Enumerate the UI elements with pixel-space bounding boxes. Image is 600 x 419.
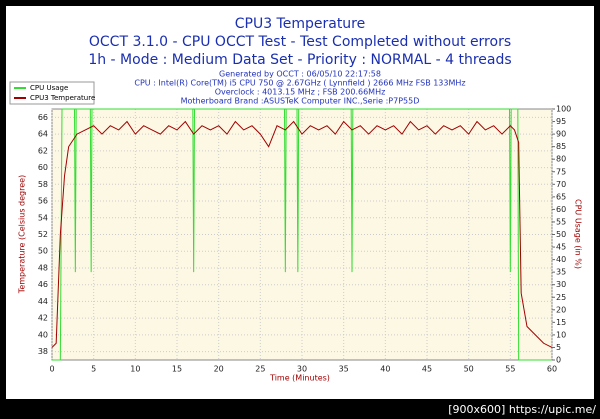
x-tick-label: 40 — [380, 365, 390, 374]
y-tick-label: 40 — [38, 330, 48, 339]
x-tick-label: 45 — [422, 365, 432, 374]
y2-tick-label: 25 — [556, 293, 566, 302]
y-tick-label: 38 — [38, 347, 48, 356]
x-axis-label: Time (Minutes) — [269, 374, 330, 383]
series-line — [51, 120, 553, 348]
y2-tick-label: 90 — [556, 130, 566, 139]
y2-tick-label: 15 — [556, 318, 566, 327]
y2-tick-label: 50 — [556, 230, 566, 239]
y-tick-label: 50 — [38, 247, 48, 256]
x-tick-label: 15 — [172, 365, 182, 374]
x-tick-label: 35 — [339, 365, 349, 374]
y-tick-label: 42 — [38, 314, 48, 323]
y2-axis-label: CPU Usage (in %) — [574, 199, 583, 269]
y2-tick-label: 70 — [556, 180, 566, 189]
y2-tick-label: 35 — [556, 268, 566, 277]
chart-subtitle: OCCT 3.1.0 - CPU OCCT Test - Test Comple… — [89, 34, 511, 50]
y2-tick-label: 80 — [556, 155, 566, 164]
y2-tick-label: 30 — [556, 280, 566, 289]
info-line: Overclock : 4013.15 MHz ; FSB 200.66MHz — [215, 88, 386, 97]
x-tick-label: 25 — [255, 365, 265, 374]
y2-tick-label: 20 — [556, 305, 566, 314]
y2-tick-label: 40 — [556, 255, 566, 264]
footer-text: [900x600] https://upic.me/ — [448, 403, 596, 416]
y-tick-label: 58 — [38, 180, 48, 189]
y-tick-label: 64 — [38, 130, 48, 139]
info-line: Motherboard Brand :ASUSTeK Computer INC.… — [181, 97, 420, 106]
y-tick-label: 46 — [38, 280, 48, 289]
legend-label: CPU3 Temperature — [30, 94, 95, 102]
legend-label: CPU Usage — [30, 84, 68, 92]
x-tick-label: 55 — [505, 365, 515, 374]
x-tick-label: 0 — [49, 365, 54, 374]
y2-tick-label: 100 — [556, 105, 571, 114]
y-tick-label: 56 — [38, 197, 48, 206]
x-tick-label: 20 — [214, 365, 224, 374]
legend-box — [9, 81, 95, 105]
chart-title: CPU3 Temperature — [235, 16, 366, 32]
y2-tick-label: 75 — [556, 167, 566, 176]
x-tick-label: 5 — [91, 365, 96, 374]
y2-tick-label: 85 — [556, 142, 566, 151]
y-tick-label: 48 — [38, 263, 48, 272]
y2-tick-label: 10 — [556, 330, 566, 339]
y2-tick-label: 65 — [556, 192, 566, 201]
y2-tick-label: 5 — [556, 343, 561, 352]
info-line: Generated by OCCT : 06/05/10 22:17:58 — [219, 70, 381, 79]
chart-subtitle: 1h - Mode : Medium Data Set - Priority :… — [88, 52, 511, 68]
y2-tick-label: 45 — [556, 243, 566, 252]
x-tick-label: 60 — [547, 365, 557, 374]
y2-tick-label: 60 — [556, 205, 566, 214]
series-line — [52, 108, 552, 361]
y-axis-label: Temperature (Celsius degree) — [18, 175, 27, 294]
y2-tick-label: 55 — [556, 217, 566, 226]
footer-bar — [445, 400, 600, 419]
y2-tick-label: 0 — [556, 356, 561, 365]
y-tick-label: 66 — [38, 113, 48, 122]
y-tick-label: 44 — [38, 297, 48, 306]
y-tick-label: 62 — [38, 146, 48, 155]
x-tick-label: 50 — [464, 365, 474, 374]
y-tick-label: 60 — [38, 163, 48, 172]
info-line: CPU : Intel(R) Core(TM) i5 CPU 750 @ 2.6… — [134, 79, 465, 88]
y2-tick-label: 95 — [556, 117, 566, 126]
x-tick-label: 30 — [297, 365, 307, 374]
y-tick-label: 54 — [38, 213, 48, 222]
x-tick-label: 10 — [130, 365, 140, 374]
y-tick-label: 52 — [38, 230, 48, 239]
